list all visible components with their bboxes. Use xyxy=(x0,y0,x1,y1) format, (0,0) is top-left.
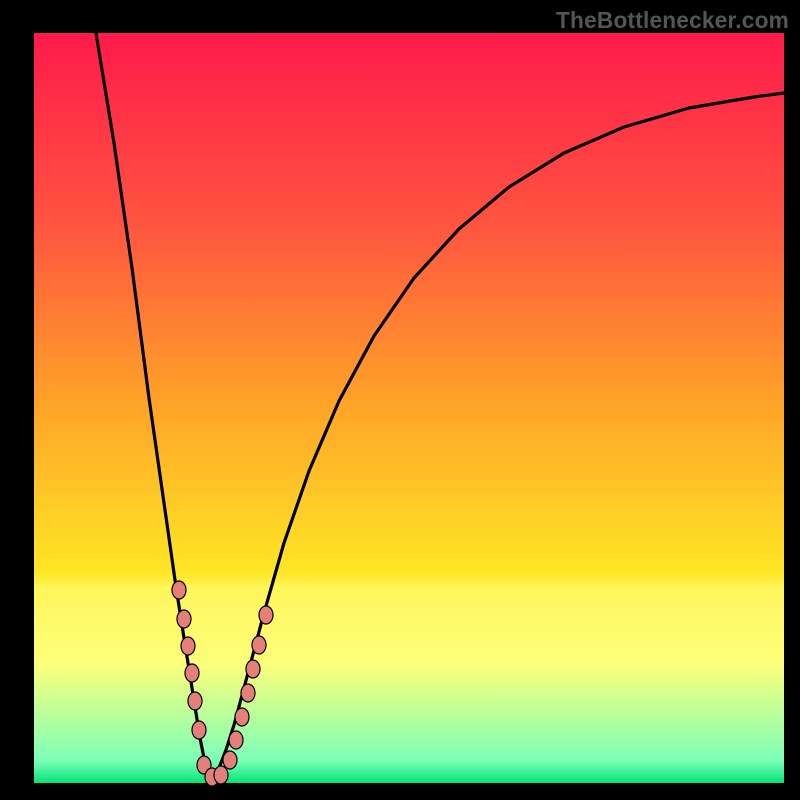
data-marker xyxy=(259,606,273,624)
data-marker xyxy=(214,766,228,784)
data-marker xyxy=(192,721,206,739)
data-marker xyxy=(229,731,243,749)
data-marker xyxy=(185,664,199,682)
data-marker xyxy=(223,751,237,769)
curve-right-branch xyxy=(210,93,784,780)
data-marker xyxy=(246,660,260,678)
data-marker xyxy=(177,610,191,628)
data-marker xyxy=(235,708,249,726)
data-marker xyxy=(172,581,186,599)
data-marker xyxy=(188,692,202,710)
data-marker xyxy=(252,636,266,654)
curve-svg xyxy=(0,0,800,800)
data-marker xyxy=(241,684,255,702)
chart-frame: TheBottlenecker.com xyxy=(0,0,800,800)
data-marker xyxy=(181,637,195,655)
